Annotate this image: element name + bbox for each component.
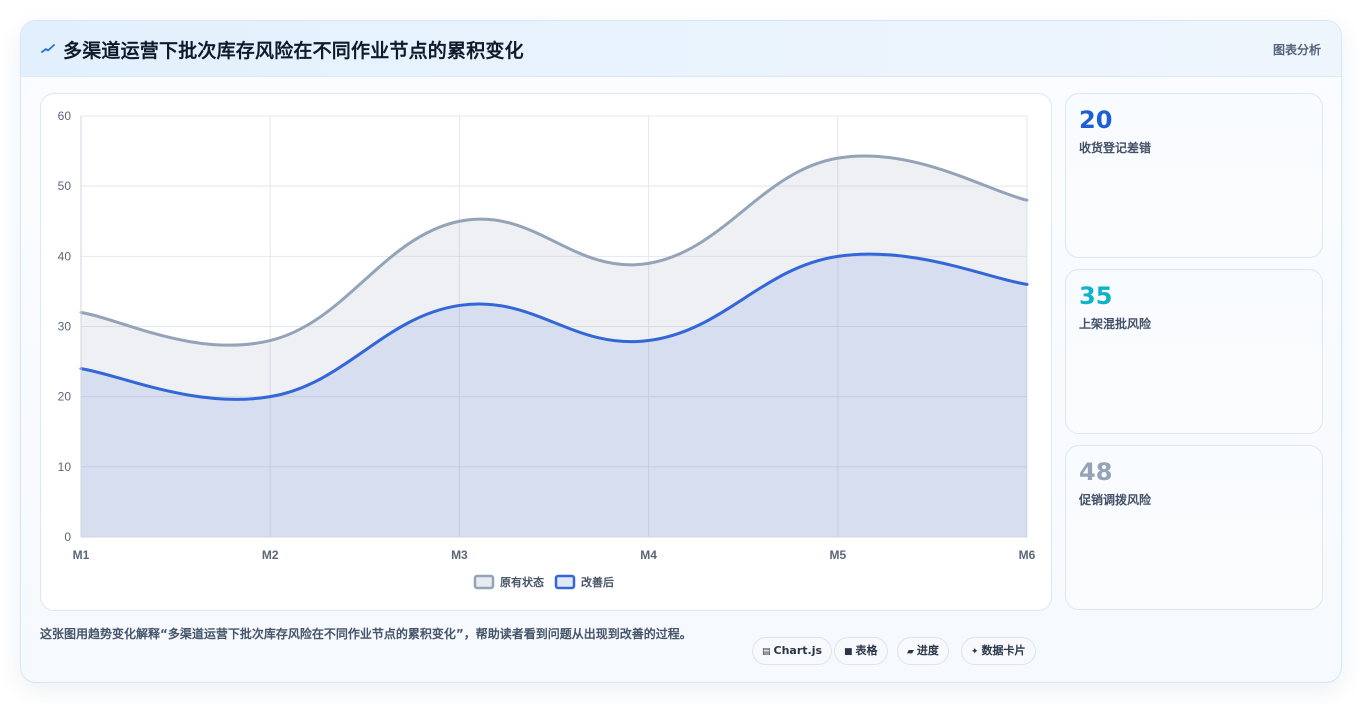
y-tick-label: 30 [58,320,72,334]
y-tick-label: 20 [58,390,72,404]
stat-value: 48 [1079,458,1113,486]
chart-icon: ▤ [762,647,771,657]
chart-analysis-badge: 图表分析 [1272,43,1321,57]
series-area-improved [81,254,1027,537]
table-icon: ■ [844,647,853,657]
x-tick-label: M6 [1019,548,1036,562]
chart-card: 多渠道运营下批次库存风险在不同作业节点的累积变化 图表分析 0 10 20 30 40 5… [20,20,1342,683]
chip-label: Chart.js [773,644,823,657]
stat-label: 上架混批风险 [1079,317,1152,331]
stat-value: 35 [1079,282,1113,310]
y-tick-label: 50 [58,179,72,193]
chip-label: 数据卡片 [981,644,1026,657]
y-tick-label: 60 [58,109,72,123]
page-title: 多渠道运营下批次库存风险在不同作业节点的累积变化 [63,40,524,62]
stat-label: 收货登记差错 [1079,141,1152,155]
x-tick-label: M4 [640,548,657,562]
y-tick-label: 40 [58,249,72,263]
legend-swatch [554,574,576,590]
chart-panel: 0 10 20 30 40 50 60 M1 M2 M3 M4 M5 M6 原有状态 改善后 [40,93,1052,611]
legend-label: 原有状态 [500,575,544,589]
stat-label: 促销调拨风险 [1079,493,1152,507]
series-line-improved [79,252,1029,401]
y-tick-label: 0 [64,530,71,544]
x-tick-label: M1 [73,548,90,562]
chip-progress[interactable]: ▰ 进度 [897,637,949,665]
series-line-original [79,154,1029,347]
stat-value: 20 [1079,106,1113,134]
legend-swatch [473,574,495,590]
y-tick-label: 10 [58,460,72,474]
card-header: 多渠道运营下批次库存风险在不同作业节点的累积变化 图表分析 [21,21,1341,77]
series-area-original [81,155,1027,537]
x-tick-label: M2 [262,548,279,562]
x-tick-label: M3 [451,548,468,562]
trend-icon [41,44,55,53]
progress-icon: ▰ [907,647,914,657]
chip-label: 进度 [916,644,939,657]
sparkle-icon: ✦ [971,647,979,657]
chart-description: 这张图用趋势变化解释“多渠道运营下批次库存风险在不同作业节点的累积变化”，帮助读… [40,627,692,641]
stat-card-promotion: 48 促销调拨风险 [1065,445,1323,610]
x-tick-label: M5 [829,548,846,562]
chip-table[interactable]: ■ 表格 [834,637,888,665]
chip-chartjs[interactable]: ▤ Chart.js [752,637,833,665]
area-chart: 0 10 20 30 40 50 60 M1 M2 M3 M4 M5 M6 原有状态 改善后 [58,109,1036,590]
stat-card-putaway: 35 上架混批风险 [1065,269,1323,434]
stat-card-receiving: 20 收货登记差错 [1065,93,1323,258]
chip-data-card[interactable]: ✦ 数据卡片 [961,637,1036,665]
legend-label: 改善后 [581,575,614,589]
chip-label: 表格 [855,644,878,657]
